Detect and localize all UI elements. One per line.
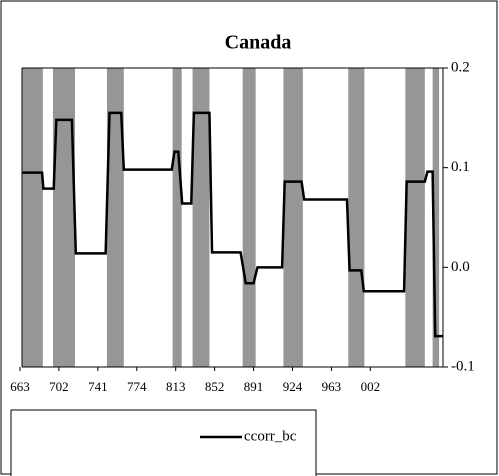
shaded-region: [283, 68, 303, 367]
y-tick-label: 0.1: [451, 159, 470, 175]
shaded-region: [242, 68, 256, 367]
x-tick-label: 774: [127, 379, 147, 394]
shaded-region: [52, 68, 76, 367]
legend-box: [10, 409, 317, 476]
y-tick-label: -0.1: [451, 358, 475, 374]
legend-label: ccorr_bc: [244, 428, 297, 444]
x-tick-label: 963: [322, 379, 342, 394]
x-tick-label: 702: [49, 379, 69, 394]
shaded-region: [432, 68, 440, 367]
plot-area: [19, 67, 448, 371]
shaded-region: [405, 68, 425, 367]
x-tick-label: 924: [283, 379, 303, 394]
x-tick-label: 741: [88, 379, 108, 394]
chart-title: Canada: [225, 32, 292, 54]
shaded-region: [348, 68, 365, 367]
y-tick-label: 0.0: [451, 259, 470, 275]
shaded-region: [22, 68, 43, 367]
x-tick-label: 852: [205, 379, 225, 394]
x-tick-label: 002: [361, 379, 381, 394]
x-tick-label: 891: [244, 379, 264, 394]
x-tick-label: 663: [10, 379, 30, 394]
shaded-region: [192, 68, 210, 367]
x-tick-label: 813: [166, 379, 186, 394]
shaded-region: [106, 68, 124, 367]
shaded-region: [172, 68, 182, 367]
data-line: [22, 111, 443, 338]
y-tick-label: 0.2: [451, 59, 470, 75]
